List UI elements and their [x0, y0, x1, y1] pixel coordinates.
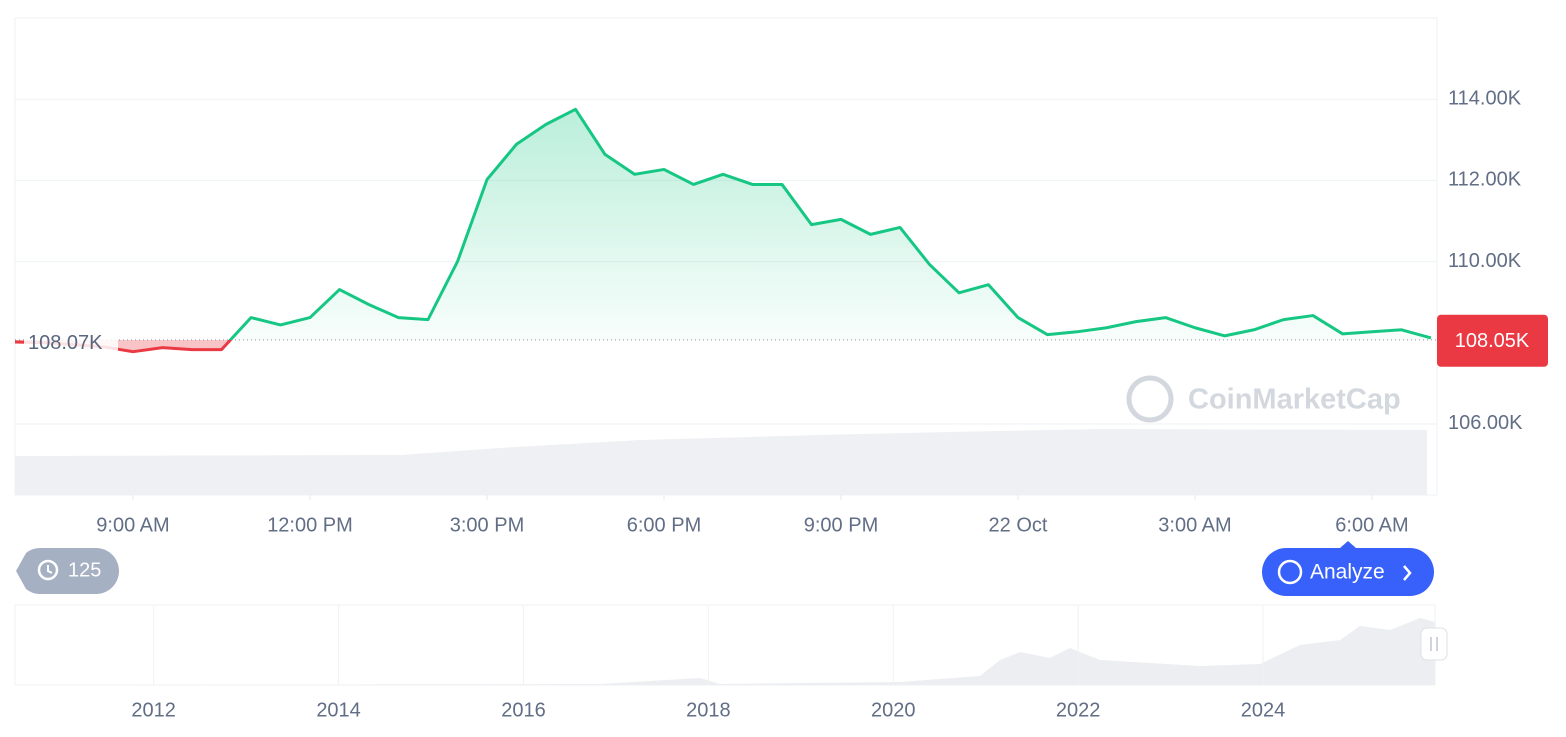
price-line — [14, 107, 1432, 354]
watermark-text: CoinMarketCap — [1188, 384, 1401, 416]
y-tick-label: 110.00K — [1448, 250, 1522, 272]
analyze-bg — [1262, 541, 1434, 596]
y-tick-label: 112.00K — [1448, 169, 1522, 191]
navigator-handle[interactable] — [1420, 627, 1448, 661]
x-tick-label: 22 Oct — [989, 514, 1048, 536]
analyze-label: Analyze — [1310, 561, 1385, 584]
current-price-label: 108.05K — [1455, 330, 1530, 352]
navigator-tick-label: 2024 — [1241, 699, 1286, 721]
y-tick-label: 106.00K — [1448, 412, 1523, 434]
navigator-tick-label: 2022 — [1056, 699, 1101, 721]
x-tick-label: 9:00 PM — [804, 514, 878, 536]
navigator-tick-label: 2016 — [501, 699, 546, 721]
volume-area — [15, 429, 1427, 495]
navigator-tick-label: 2014 — [316, 699, 361, 721]
history-count: 125 — [68, 559, 101, 581]
price-area — [15, 109, 1431, 352]
history-pill[interactable]: 125 — [16, 548, 120, 594]
y-tick-label: 114.00K — [1448, 87, 1522, 109]
navigator-tick-label: 2012 — [131, 699, 176, 721]
x-tick-label: 6:00 AM — [1335, 514, 1408, 536]
reference-label: 108.07K — [28, 332, 103, 354]
watermark-logo — [1126, 375, 1174, 423]
x-tick-label: 3:00 AM — [1158, 514, 1231, 536]
history-icon — [37, 559, 59, 581]
x-tick-label: 6:00 PM — [627, 514, 701, 536]
history-icon-hand — [47, 565, 53, 574]
history-bg — [16, 548, 120, 594]
navigator-area — [15, 618, 1435, 685]
analyze-chevron — [1403, 565, 1412, 581]
current-price-badge — [1437, 314, 1548, 367]
navigator-tick-label: 2020 — [871, 699, 916, 721]
watermark: CoinMarketCap — [1126, 375, 1401, 423]
reference-label-bg — [24, 325, 118, 354]
x-tick-label: 9:00 AM — [96, 514, 169, 536]
x-tick-label: 3:00 PM — [450, 514, 524, 536]
analyze-button[interactable]: Analyze — [1262, 541, 1434, 596]
analyze-icon — [1277, 559, 1303, 585]
x-tick-label: 12:00 PM — [267, 514, 353, 536]
navigator-tick-label: 2018 — [686, 699, 731, 721]
